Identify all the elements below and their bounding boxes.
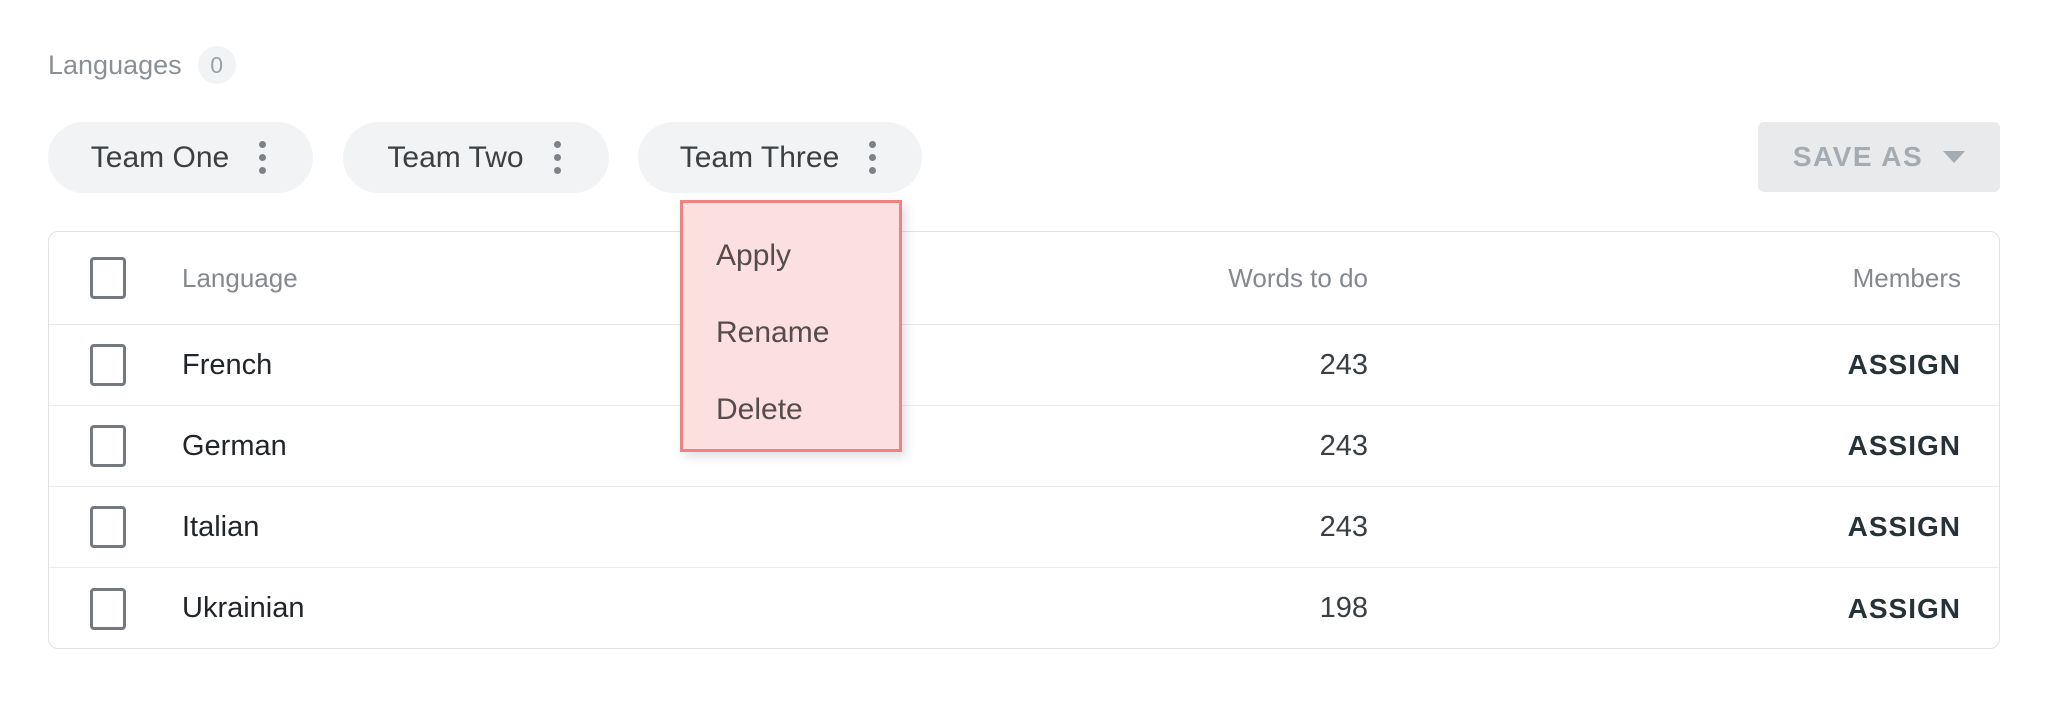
- page-header: Languages 0: [48, 46, 236, 84]
- row-checkbox[interactable]: [90, 425, 126, 467]
- team-context-menu: Apply Rename Delete: [680, 200, 902, 452]
- language-cell: Ukrainian: [182, 592, 305, 624]
- save-as-label: SAVE AS: [1792, 141, 1924, 172]
- kebab-menu-icon[interactable]: [255, 133, 270, 182]
- row-checkbox[interactable]: [90, 344, 126, 386]
- page-title: Languages: [48, 49, 182, 80]
- menu-item-rename[interactable]: Rename: [716, 315, 830, 349]
- table-row: German 243 ASSIGN: [49, 406, 1999, 487]
- menu-item-delete[interactable]: Delete: [716, 393, 803, 427]
- team-chip-one[interactable]: Team One: [48, 122, 313, 193]
- caret-down-icon: [1943, 151, 1966, 163]
- team-chip-label: Team Two: [387, 140, 524, 174]
- row-checkbox[interactable]: [90, 506, 126, 548]
- languages-table: Language Words to do Members French 243 …: [48, 231, 2000, 649]
- words-cell: 243: [1319, 348, 1368, 381]
- words-cell: 243: [1319, 429, 1368, 462]
- assign-button[interactable]: ASSIGN: [1847, 592, 1961, 624]
- kebab-menu-icon[interactable]: [865, 133, 880, 182]
- team-chip-three[interactable]: Team Three: [638, 122, 922, 193]
- language-cell: Italian: [182, 510, 260, 543]
- assign-button[interactable]: ASSIGN: [1847, 349, 1961, 380]
- language-cell: French: [182, 348, 273, 381]
- kebab-menu-icon[interactable]: [550, 133, 565, 182]
- column-header-language: Language: [182, 262, 298, 293]
- table-header-row: Language Words to do Members: [49, 232, 1999, 325]
- save-as-button[interactable]: SAVE AS: [1758, 122, 2000, 192]
- words-cell: 198: [1319, 592, 1368, 624]
- column-header-members: Members: [1852, 262, 1961, 293]
- table-row: Ukrainian 198 ASSIGN: [49, 568, 1999, 649]
- select-all-checkbox[interactable]: [90, 257, 126, 299]
- table-row: Italian 243 ASSIGN: [49, 487, 1999, 568]
- language-cell: German: [182, 429, 287, 462]
- row-checkbox[interactable]: [90, 587, 126, 630]
- column-header-words: Words to do: [1228, 262, 1368, 293]
- menu-item-apply[interactable]: Apply: [716, 238, 792, 272]
- table-row: French 243 ASSIGN: [49, 325, 1999, 406]
- team-chip-label: Team One: [90, 140, 230, 174]
- team-chip-label: Team Three: [679, 140, 840, 174]
- team-chip-two[interactable]: Team Two: [343, 122, 609, 193]
- assign-button[interactable]: ASSIGN: [1847, 430, 1961, 461]
- selected-count-badge: 0: [197, 46, 236, 84]
- words-cell: 243: [1319, 510, 1368, 543]
- assign-button[interactable]: ASSIGN: [1847, 511, 1961, 542]
